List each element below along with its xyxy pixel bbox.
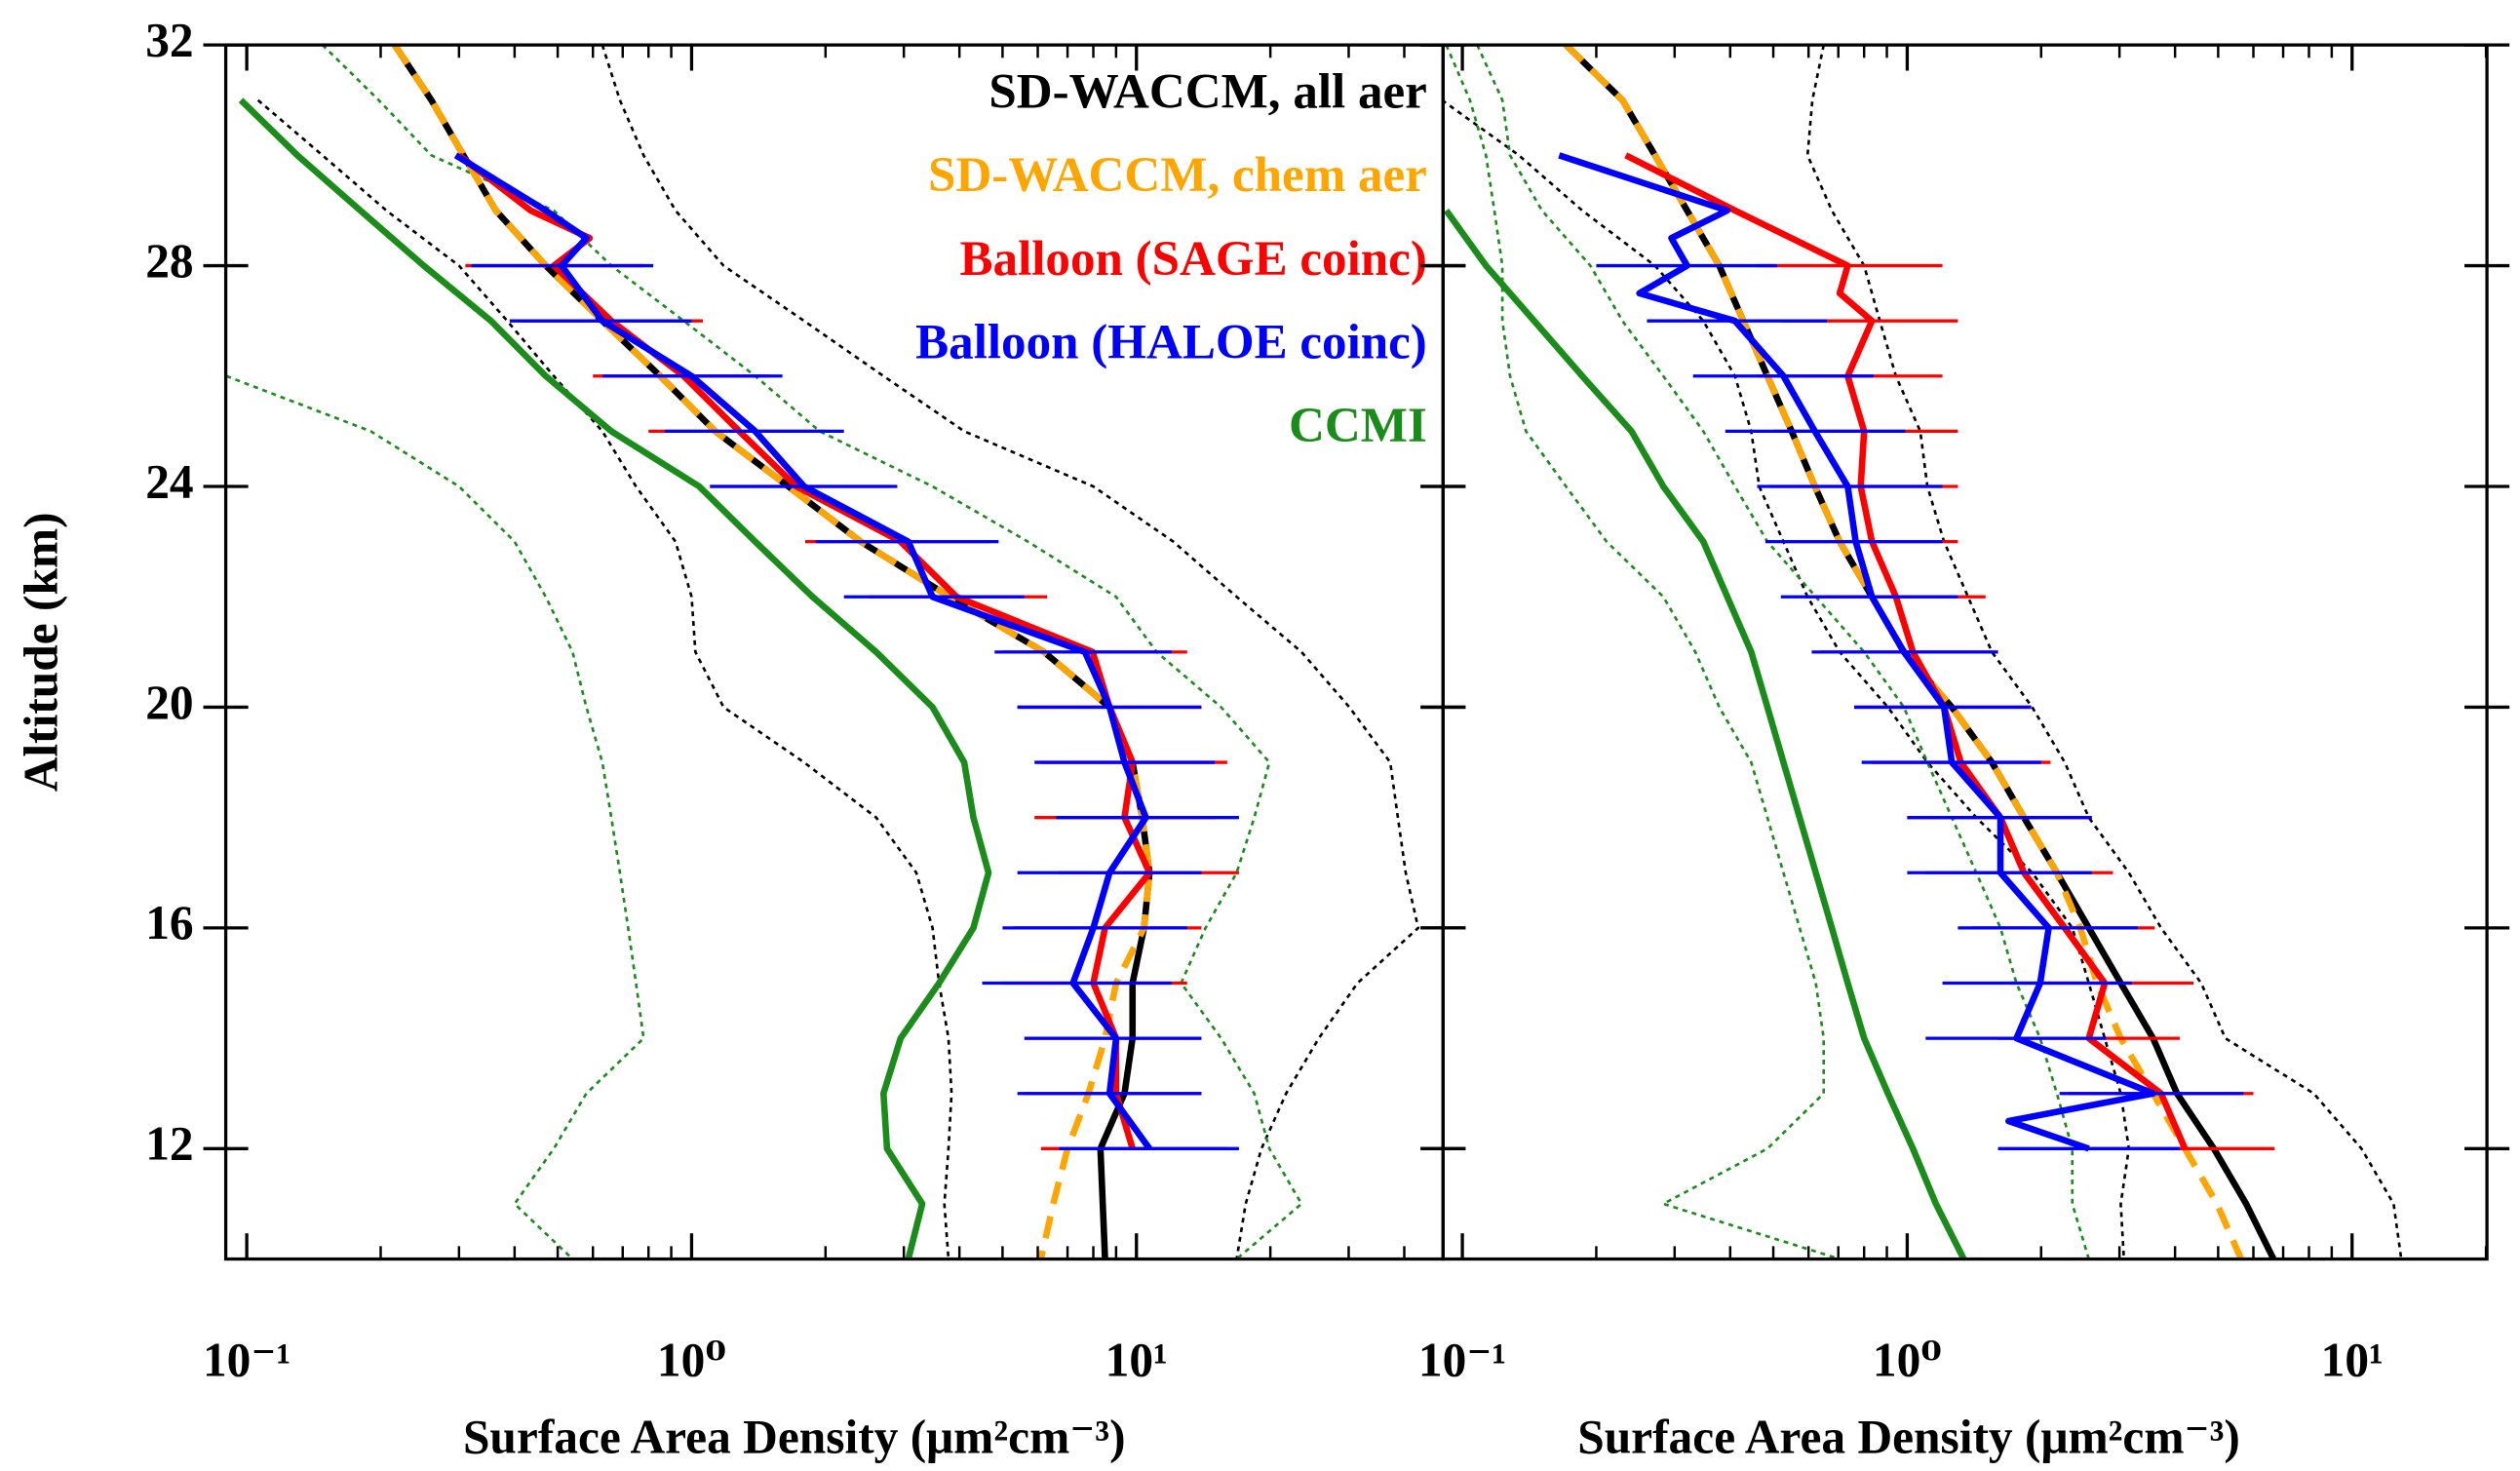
y-tick-label: 24: [145, 454, 193, 508]
series-line: [1624, 152, 2189, 1150]
series-line: [1443, 209, 1967, 1259]
series-line: [225, 374, 645, 1259]
series-line: [256, 98, 953, 1259]
series-line: [1443, 98, 2131, 1259]
y-tick-label: 20: [145, 676, 193, 729]
series-line: [1564, 45, 2244, 1259]
series-line: [456, 152, 1153, 1150]
y-tick-label: 16: [145, 896, 193, 949]
legend-entry: SD-WACCM, all aer: [989, 64, 1426, 120]
legend-entry: CCMI: [1289, 398, 1427, 453]
x-tick-label: 10¹: [2321, 1334, 2384, 1387]
plot-frame: [1441, 43, 2489, 1261]
plot-area: [1443, 45, 2403, 1259]
series-line: [453, 152, 1152, 1151]
x-tick-label: 10⁰: [657, 1334, 726, 1387]
x-tick-label: 10⁻¹: [203, 1334, 291, 1387]
y-tick-label: 28: [145, 234, 193, 288]
legend-entry: Balloon (SAGE coinc): [960, 231, 1427, 287]
y-axis-label: Altitude (km): [14, 512, 67, 792]
plot-area: [225, 45, 1420, 1259]
panel: 10⁻¹ 10⁰ 10¹ Surface Area Density (μm²cm⁻³): [1418, 43, 2510, 1464]
x-tick-label: 10⁰: [1873, 1334, 1942, 1387]
series-line: [238, 97, 992, 1259]
x-tick-label: 10⁻¹: [1418, 1334, 1506, 1387]
x-axis-label: Surface Area Density (μm²cm⁻³): [1577, 1411, 2240, 1464]
x-axis-label: Surface Area Density (μm²cm⁻³): [463, 1411, 1126, 1464]
x-tick-label: 10¹: [1105, 1334, 1168, 1387]
series-line: [1558, 152, 2156, 1152]
y-tick-label: 12: [145, 1117, 193, 1171]
panel: 10⁻¹ 10⁰ 10¹ 12 16 20 24 28 32 Surface Area Densi…: [14, 13, 1466, 1464]
series-line: [1445, 45, 1841, 1259]
series-line: [1805, 45, 2403, 1259]
y-tick-label: 32: [145, 13, 193, 66]
legend-entry: SD-WACCM, chem aer: [928, 147, 1427, 203]
legend-entry: Balloon (HALOE coinc): [915, 315, 1427, 370]
